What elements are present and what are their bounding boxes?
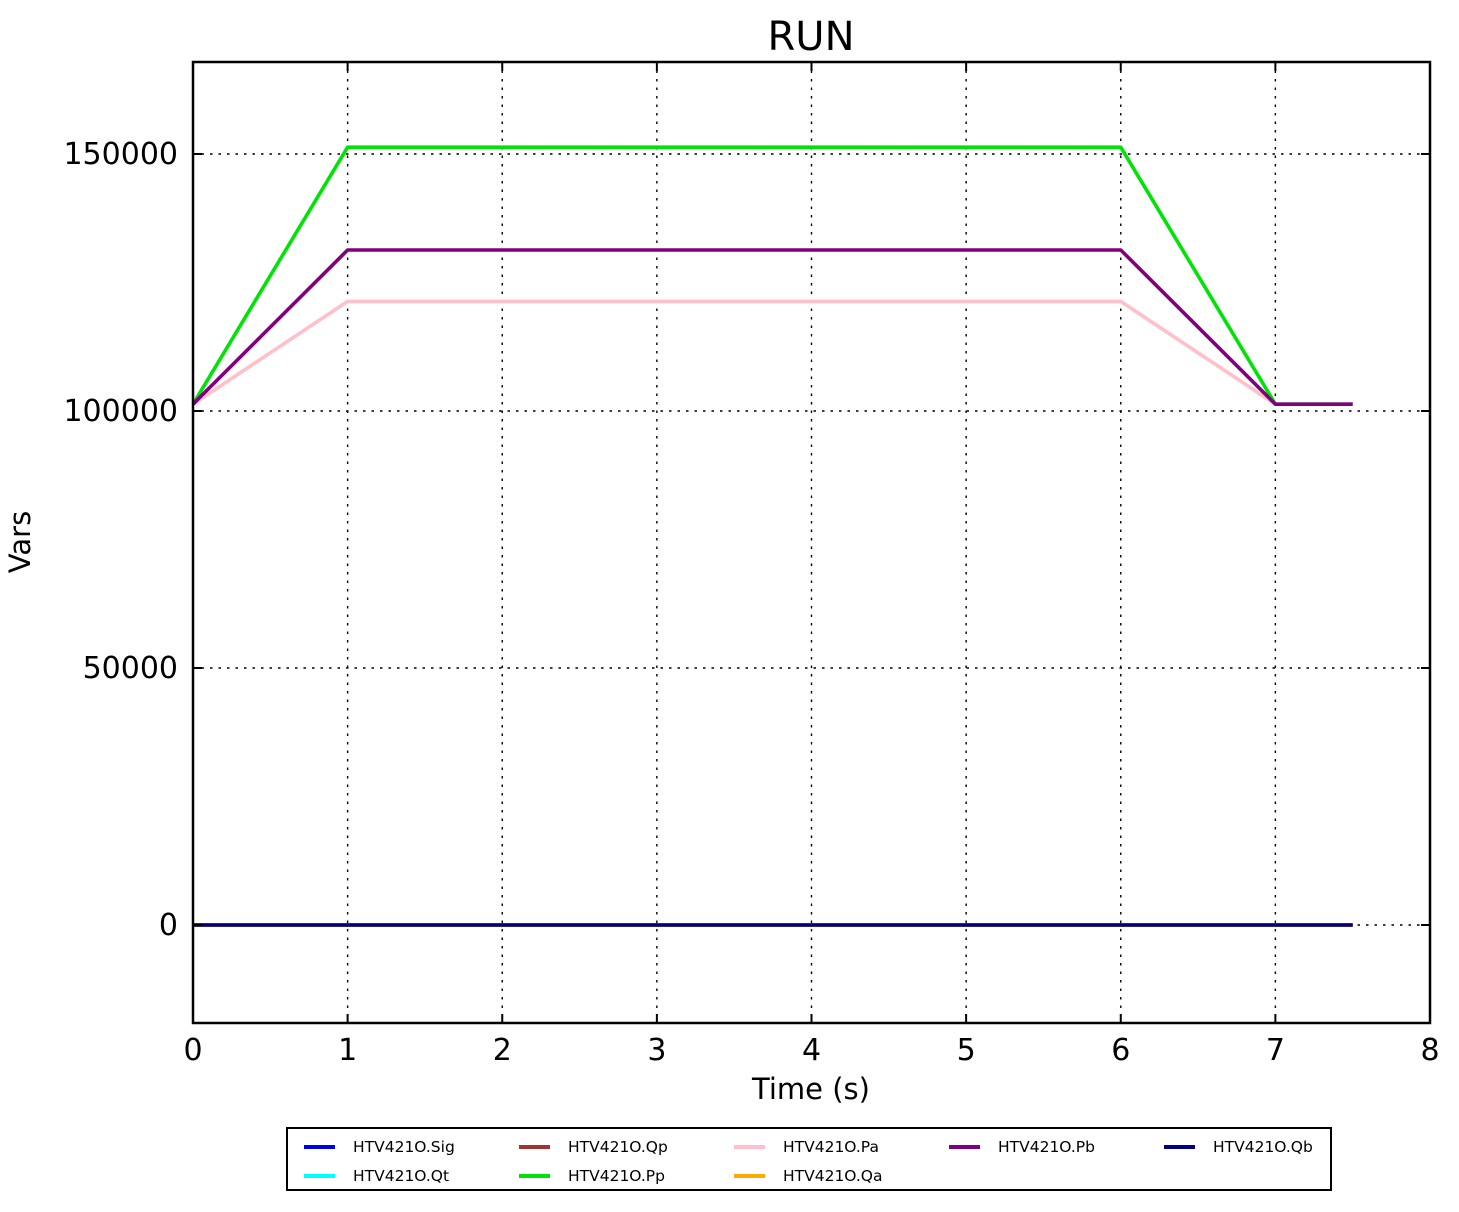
legend: HTV421O.Sig HTV421O.Qt HTV421O.Qp HTV421O.P…: [286, 1127, 1332, 1191]
y-tick-label: 100000: [63, 394, 178, 429]
legend-label: HTV421O.Pa: [783, 1138, 879, 1156]
x-tick-label: 7: [1266, 1033, 1285, 1068]
y-tick-label: 150000: [63, 137, 178, 172]
legend-item: HTV421O.Qb: [1164, 1134, 1313, 1160]
legend-swatch-icon: [734, 1145, 765, 1149]
legend-label: HTV421O.Qp: [568, 1138, 668, 1156]
legend-label: HTV421O.Qa: [783, 1167, 883, 1185]
x-tick-label: 0: [183, 1033, 202, 1068]
legend-item: HTV421O.Qt: [304, 1163, 449, 1189]
chart-title: RUN: [768, 14, 855, 60]
legend-swatch-icon: [519, 1145, 550, 1149]
legend-swatch-icon: [949, 1145, 980, 1149]
legend-swatch-icon: [1164, 1145, 1195, 1149]
legend-item: HTV421O.Sig: [304, 1134, 455, 1160]
x-axis-label: Time (s): [751, 1072, 870, 1106]
tick-label-layer: 0 1 2 3 4 5 6 7 8 0 50000 100000 150000: [63, 137, 1439, 1068]
legend-item: HTV421O.Qa: [734, 1163, 883, 1189]
y-tick-label: 50000: [83, 651, 178, 686]
x-tick-label: 8: [1420, 1033, 1439, 1068]
legend-label: HTV421O.Qt: [353, 1167, 450, 1185]
legend-label: HTV421O.Qb: [1213, 1138, 1313, 1156]
tick-layer: [192, 62, 1431, 1023]
x-tick-label: 5: [957, 1033, 976, 1068]
x-tick-label: 2: [493, 1033, 512, 1068]
legend-label: HTV421O.Pb: [998, 1138, 1095, 1156]
grid-layer: [193, 62, 1430, 1023]
x-tick-label: 3: [647, 1033, 666, 1068]
legend-swatch-icon: [519, 1174, 550, 1178]
x-tick-label: 4: [802, 1033, 821, 1068]
series-line-HTV421O.Pp: [191, 145, 1353, 406]
legend-label: HTV421O.Sig: [353, 1138, 455, 1156]
legend-item: HTV421O.Pb: [949, 1134, 1095, 1160]
legend-item: HTV421O.Pa: [734, 1134, 879, 1160]
legend-swatch-icon: [304, 1145, 335, 1149]
y-axis-label: Vars: [3, 511, 37, 573]
series-line-HTV421O.Pb: [191, 248, 1353, 406]
legend-swatch-icon: [734, 1174, 765, 1178]
legend-item: HTV421O.Qp: [519, 1134, 668, 1160]
x-tick-label: 6: [1111, 1033, 1130, 1068]
legend-swatch-icon: [304, 1174, 335, 1178]
y-tick-label: 0: [159, 908, 178, 943]
series-line-HTV421O.Pa: [192, 299, 1353, 406]
series-layer: [191, 145, 1353, 927]
x-tick-label: 1: [338, 1033, 357, 1068]
legend-item: HTV421O.Pp: [519, 1163, 665, 1189]
legend-label: HTV421O.Pp: [568, 1167, 665, 1185]
